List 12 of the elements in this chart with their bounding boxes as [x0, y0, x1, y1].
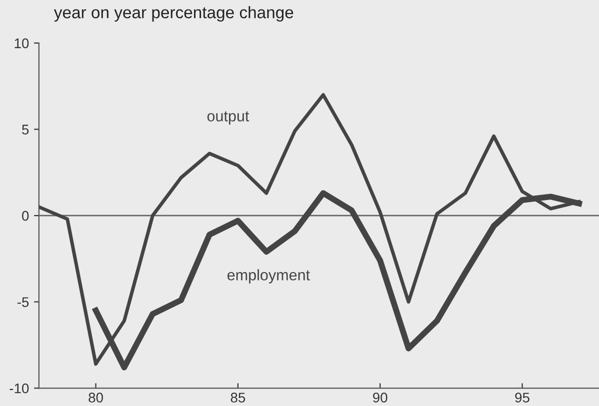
y-tick-label: -10	[10, 383, 29, 394]
x-tick-label: 90	[373, 392, 388, 403]
y-axis-title: year on year percentage change	[54, 6, 294, 22]
y-tick-label: 5	[22, 124, 29, 134]
y-tick-label: 10	[14, 38, 29, 48]
series-label: employment	[227, 269, 310, 284]
y-tick-label: 0	[22, 210, 29, 221]
x-tick-label: 80	[88, 392, 103, 403]
series-label: output	[207, 111, 250, 124]
y-tick-label: -5	[17, 297, 29, 308]
x-tick-label: 95	[515, 392, 530, 403]
x-tick-label: 85	[230, 392, 246, 403]
